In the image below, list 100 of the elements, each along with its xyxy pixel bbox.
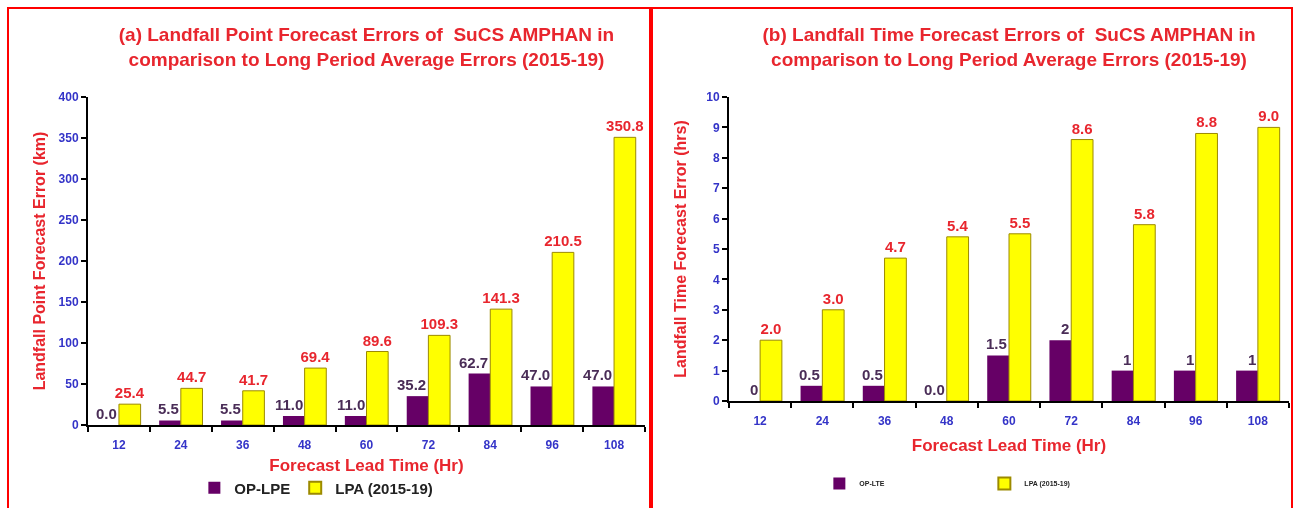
x-tick-label: 108 bbox=[604, 438, 625, 453]
y-tick-label: 3 bbox=[712, 303, 720, 317]
y-tick-label: 4 bbox=[712, 272, 720, 287]
bar bbox=[1049, 340, 1072, 401]
data-label: 1.5 bbox=[986, 335, 1007, 352]
y-tick-label: 250 bbox=[58, 213, 79, 228]
data-label: 109.3 bbox=[420, 315, 458, 333]
y-tick-label: 6 bbox=[712, 211, 720, 226]
bar bbox=[551, 251, 575, 425]
data-label: 5.8 bbox=[1133, 204, 1155, 222]
bar bbox=[1236, 370, 1258, 401]
data-label: 41.7 bbox=[238, 370, 269, 388]
legend-label: OP-LPE bbox=[234, 479, 291, 497]
x-tick-label: 96 bbox=[545, 438, 560, 453]
bar bbox=[489, 308, 513, 425]
bar bbox=[304, 367, 327, 425]
y-tick-label: 8 bbox=[712, 151, 720, 165]
bar bbox=[159, 420, 181, 425]
bar bbox=[344, 415, 367, 425]
y-tick-label: 2 bbox=[712, 333, 720, 348]
bar bbox=[1132, 224, 1156, 401]
y-tick-label: 7 bbox=[712, 181, 720, 196]
y-axis-title: Landfall Time Forecast Error (hrs) bbox=[672, 120, 689, 378]
y-tick-label: 1 bbox=[712, 363, 720, 378]
y-axis-title: Landfall Point Forecast Error (km) bbox=[31, 131, 48, 391]
y-tick-label: 10 bbox=[706, 90, 720, 105]
data-label: 0.5 bbox=[862, 366, 883, 383]
bar bbox=[946, 236, 970, 401]
bar bbox=[282, 415, 305, 425]
legend-label: LPA (2015-19) bbox=[335, 479, 433, 497]
data-label: 4.7 bbox=[885, 238, 906, 256]
bar bbox=[180, 387, 203, 425]
y-tick-label: 9 bbox=[712, 120, 720, 135]
bar bbox=[1111, 370, 1134, 401]
data-label: 0.0 bbox=[924, 381, 945, 398]
y-tick-label: 150 bbox=[58, 295, 79, 310]
y-tick-label: 400 bbox=[58, 90, 79, 105]
bar bbox=[1008, 233, 1032, 401]
data-label: 0.5 bbox=[799, 366, 820, 383]
data-label: 5.4 bbox=[946, 216, 969, 234]
y-tick-label: 0 bbox=[712, 394, 720, 409]
data-label: 141.3 bbox=[482, 289, 520, 307]
data-label: 25.4 bbox=[114, 384, 145, 402]
data-label: 62.7 bbox=[459, 354, 489, 371]
data-label: 11.0 bbox=[337, 396, 366, 413]
data-label: 1 bbox=[1248, 351, 1257, 368]
y-tick-label: 300 bbox=[58, 172, 79, 187]
x-tick-label: 36 bbox=[877, 414, 892, 429]
x-tick-label: 60 bbox=[1002, 414, 1016, 429]
bar bbox=[821, 309, 845, 401]
x-tick-label: 60 bbox=[359, 438, 374, 453]
bar bbox=[406, 396, 429, 425]
bar bbox=[592, 386, 615, 425]
y-tick-label: 0 bbox=[71, 418, 79, 433]
y-tick-label: 5 bbox=[712, 242, 720, 257]
x-tick-label: 48 bbox=[940, 414, 954, 429]
bar bbox=[884, 257, 907, 401]
data-label: 89.6 bbox=[362, 331, 392, 349]
bar bbox=[242, 390, 265, 425]
y-tick-label: 350 bbox=[58, 131, 79, 146]
data-label: 69.4 bbox=[300, 348, 331, 366]
data-label: 2 bbox=[1061, 320, 1070, 337]
data-label: 0 bbox=[750, 381, 759, 398]
bar bbox=[366, 351, 389, 425]
bar bbox=[1195, 132, 1218, 401]
bar bbox=[862, 385, 885, 401]
data-label: 1 bbox=[1186, 351, 1195, 368]
data-label: 2.0 bbox=[760, 320, 782, 338]
bar bbox=[118, 403, 142, 425]
data-label: 5.5 bbox=[158, 400, 179, 417]
data-label: 35.2 bbox=[397, 376, 427, 393]
data-label: 8.8 bbox=[1196, 113, 1217, 131]
x-tick-label: 12 bbox=[112, 438, 126, 453]
data-label: 47.0 bbox=[583, 366, 613, 383]
data-label: 3.0 bbox=[822, 289, 844, 307]
data-label: 5.5 bbox=[1009, 213, 1031, 231]
chart-title: (a) Landfall Point Forecast Errors of SuCS AMPHAN in comparison to Long Period Average Errors (2015-19) bbox=[118, 24, 615, 71]
y-tick-label: 200 bbox=[58, 254, 79, 269]
data-label: 1 bbox=[1123, 351, 1132, 368]
x-axis-title: Forecast Lead Time (Hr) bbox=[269, 456, 464, 476]
y-tick-label: 50 bbox=[65, 377, 79, 392]
bar bbox=[800, 385, 823, 401]
bar bbox=[613, 136, 637, 425]
bar bbox=[468, 373, 491, 425]
x-tick-label: 24 bbox=[174, 438, 188, 453]
bar bbox=[1173, 370, 1196, 401]
x-tick-label: 48 bbox=[297, 438, 312, 453]
bar bbox=[427, 334, 451, 425]
data-label: 5.5 bbox=[220, 400, 241, 417]
chart-title: (b) Landfall Time Forecast Errors of SuCS AMPHAN in comparison to Long Period Average Errors (2015-19) bbox=[762, 24, 1256, 71]
data-label: 9.0 bbox=[1258, 107, 1280, 125]
bar bbox=[1070, 139, 1094, 401]
data-label: 210.5 bbox=[544, 232, 582, 250]
data-label: 47.0 bbox=[521, 366, 551, 383]
x-tick-label: 96 bbox=[1188, 414, 1203, 429]
bar bbox=[221, 420, 243, 425]
x-tick-label: 72 bbox=[1064, 414, 1079, 429]
x-axis-title: Forecast Lead Time (Hr) bbox=[911, 436, 1107, 456]
x-tick-label: 36 bbox=[236, 438, 250, 453]
x-tick-label: 84 bbox=[483, 438, 498, 453]
